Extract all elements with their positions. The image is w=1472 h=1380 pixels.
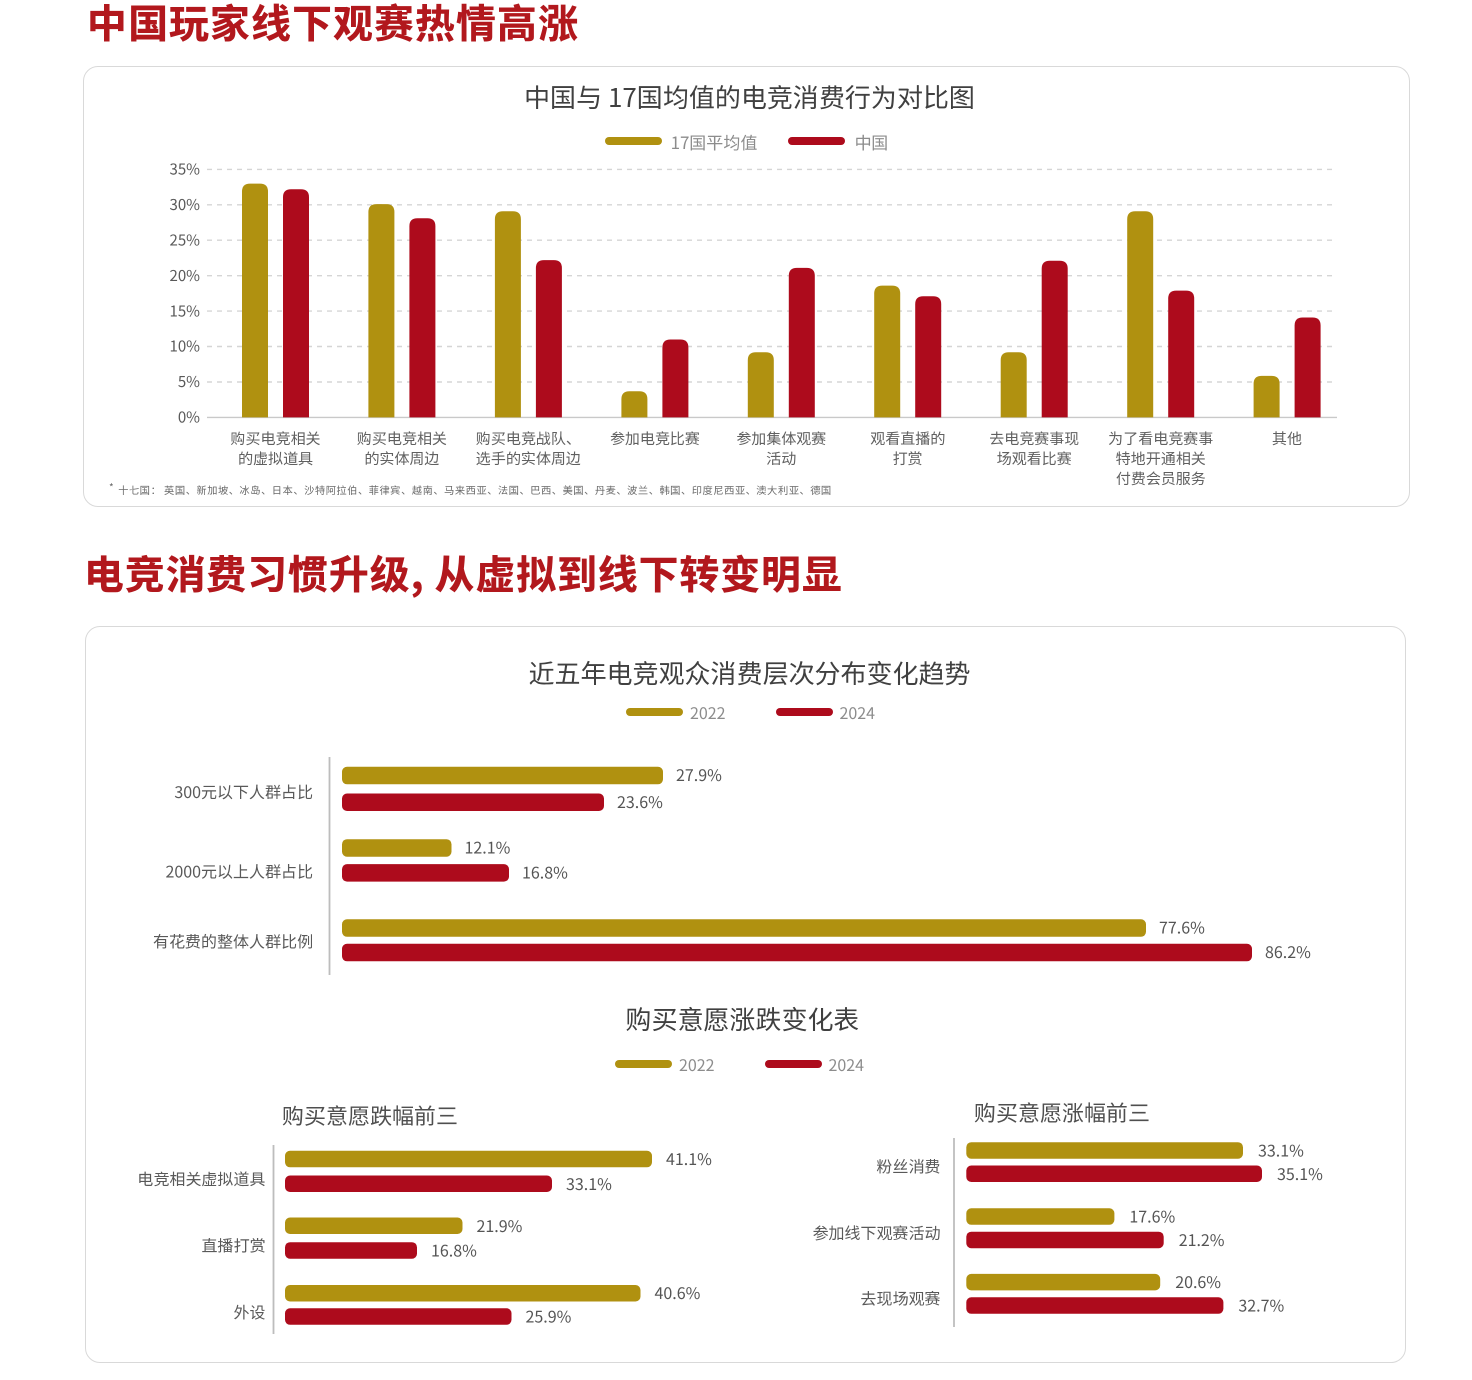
svg-text:86.2%: 86.2% xyxy=(1265,939,1311,963)
svg-text:17.6%: 17.6% xyxy=(1129,1204,1175,1228)
svg-text:的虚拟道具: 的虚拟道具 xyxy=(238,448,313,469)
svg-text:有花费的整体人群比例: 有花费的整体人群比例 xyxy=(153,928,313,952)
svg-text:33.1%: 33.1% xyxy=(1258,1138,1304,1162)
svg-text:33.1%: 33.1% xyxy=(566,1171,612,1195)
svg-text:16.8%: 16.8% xyxy=(431,1238,477,1262)
svg-text:场观看比赛: 场观看比赛 xyxy=(997,448,1072,469)
svg-text:5%: 5% xyxy=(178,371,200,392)
svg-text:打赏: 打赏 xyxy=(893,448,923,469)
svg-text:32.7%: 32.7% xyxy=(1238,1293,1284,1317)
svg-text:其他: 其他 xyxy=(1272,428,1302,449)
svg-text:15%: 15% xyxy=(170,300,201,321)
svg-text:25.9%: 25.9% xyxy=(526,1304,572,1328)
svg-text:特地开通相关: 特地开通相关 xyxy=(1116,448,1206,469)
svg-text:参加线下观赛活动: 参加线下观赛活动 xyxy=(812,1220,940,1244)
svg-text:21.2%: 21.2% xyxy=(1179,1227,1225,1251)
svg-text:购买电竞相关: 购买电竞相关 xyxy=(357,428,447,449)
svg-text:购买电竞相关: 购买电竞相关 xyxy=(230,428,320,449)
svg-text:300元以下人群占比: 300元以下人群占比 xyxy=(174,779,313,803)
svg-text:12.1%: 12.1% xyxy=(465,835,511,859)
svg-text:25%: 25% xyxy=(170,229,201,250)
svg-text:20.6%: 20.6% xyxy=(1175,1269,1221,1293)
svg-text:10%: 10% xyxy=(170,336,201,357)
svg-text:30%: 30% xyxy=(170,194,201,215)
svg-text:去现场观赛: 去现场观赛 xyxy=(860,1285,940,1309)
svg-text:参加电竞比赛: 参加电竞比赛 xyxy=(610,428,700,449)
svg-text:付费会员服务: 付费会员服务 xyxy=(1116,468,1206,489)
svg-text:77.6%: 77.6% xyxy=(1159,915,1205,939)
svg-text:的实体周边: 的实体周边 xyxy=(364,448,440,469)
svg-text:选手的实体周边: 选手的实体周边 xyxy=(476,448,582,469)
svg-text:粉丝消费: 粉丝消费 xyxy=(876,1154,940,1178)
svg-text:观看直播的: 观看直播的 xyxy=(870,428,945,449)
svg-text:27.9%: 27.9% xyxy=(676,762,722,786)
svg-text:40.6%: 40.6% xyxy=(655,1280,701,1304)
svg-text:2000元以上人群占比: 2000元以上人群占比 xyxy=(165,858,313,882)
svg-text:35%: 35% xyxy=(170,159,201,180)
svg-text:35.1%: 35.1% xyxy=(1277,1161,1323,1185)
svg-text:41.1%: 41.1% xyxy=(666,1146,712,1170)
svg-text:电竞相关虚拟道具: 电竞相关虚拟道具 xyxy=(137,1166,265,1190)
svg-text:为了看电竞赛事: 为了看电竞赛事 xyxy=(1108,428,1213,449)
svg-text:去电竞赛事现: 去电竞赛事现 xyxy=(989,428,1079,449)
svg-text:购买电竞战队、: 购买电竞战队、 xyxy=(476,428,581,449)
svg-text:16.8%: 16.8% xyxy=(522,859,568,883)
svg-text:23.6%: 23.6% xyxy=(617,789,663,813)
svg-text:活动: 活动 xyxy=(766,448,796,469)
svg-text:参加集体观赛: 参加集体观赛 xyxy=(736,428,826,449)
svg-text:0%: 0% xyxy=(178,407,200,428)
svg-text:20%: 20% xyxy=(170,265,201,286)
svg-text:直播打赏: 直播打赏 xyxy=(201,1233,265,1257)
svg-text:21.9%: 21.9% xyxy=(477,1213,523,1237)
svg-text:外设: 外设 xyxy=(233,1299,265,1323)
